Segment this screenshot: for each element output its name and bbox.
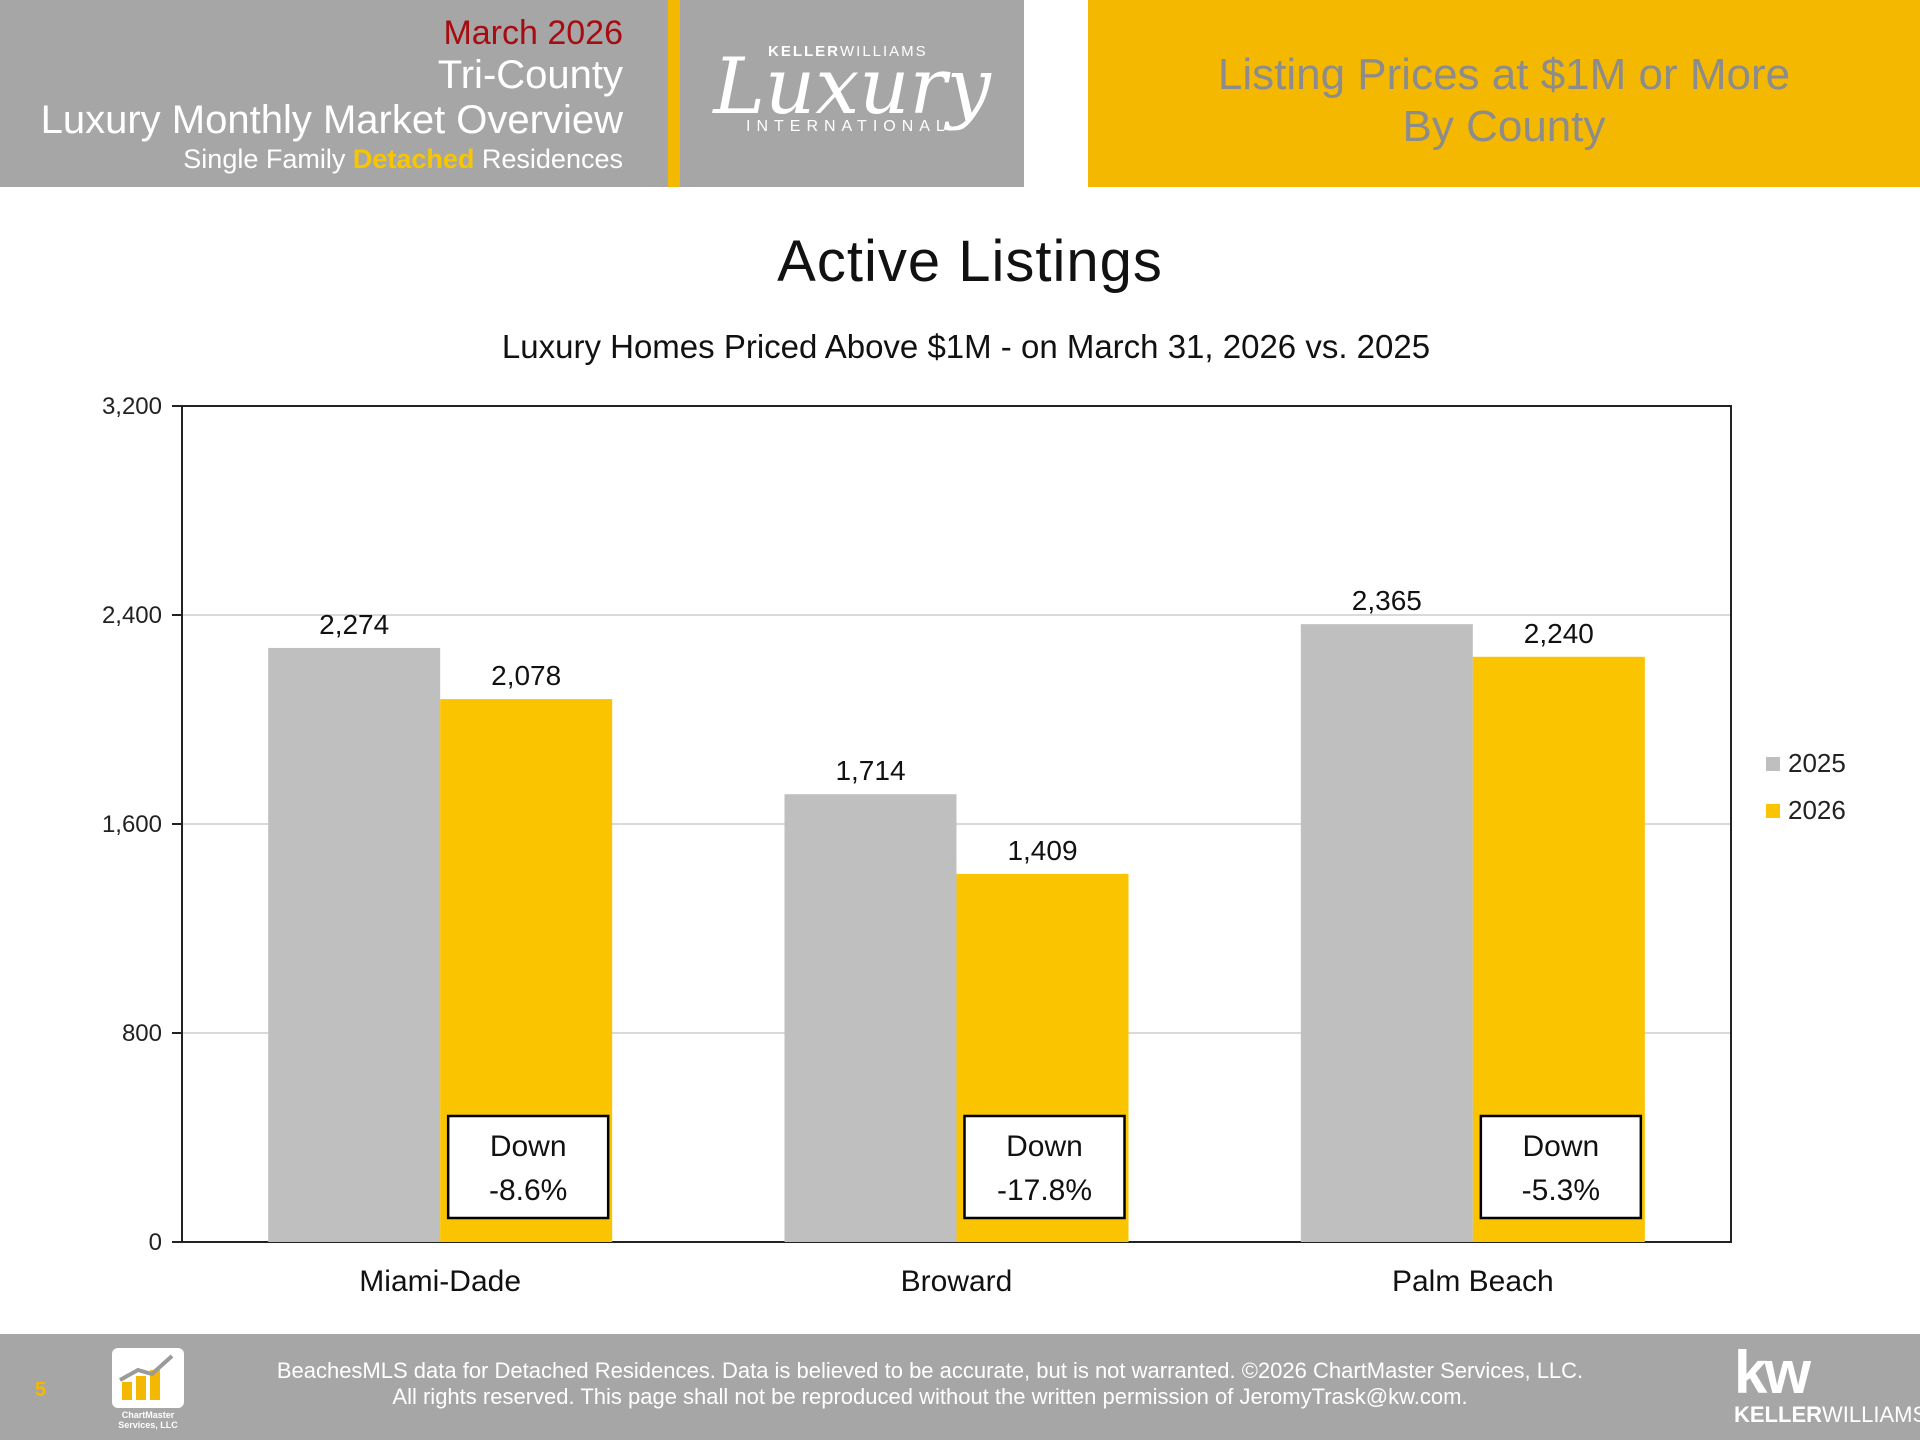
legend-item-2026: 2026 — [1766, 787, 1846, 834]
y-tick-label-3200: 3,200 — [102, 393, 162, 420]
data-label-2025-2: 2,365 — [1352, 585, 1422, 616]
bar-2025-1 — [784, 794, 957, 1242]
change-callout-box-0 — [446, 1114, 610, 1220]
change-callout-box-1 — [963, 1114, 1126, 1220]
change-callout-line1-1: Down — [1006, 1130, 1083, 1163]
chart-legend: 2025 2026 — [1766, 740, 1846, 834]
data-label-2025-0: 2,274 — [319, 609, 389, 640]
kw-luxury-logo: KELLERWILLIAMS Luxury INTERNATIONAL — [680, 0, 1024, 187]
header-right-panel: Listing Prices at $1M or More By County — [1088, 0, 1920, 187]
legend-label-2026: 2026 — [1788, 795, 1846, 825]
y-tick-label-2400: 2,400 — [102, 602, 162, 629]
kw-name-bold: KELLER — [1734, 1402, 1822, 1427]
x-category-label-0: Miami-Dade — [359, 1265, 521, 1298]
report-region: Tri-County — [437, 53, 623, 97]
chart-subtitle: Luxury Homes Priced Above $1M - on March… — [501, 328, 1431, 365]
page-number: 5 — [35, 1379, 47, 1401]
header-left-panel: March 2026 Tri-County Luxury Monthly Mar… — [0, 0, 668, 187]
kw-logo-mark: kw — [1734, 1339, 1811, 1406]
data-label-2026-1: 1,409 — [1007, 835, 1077, 866]
legend-label-2025: 2025 — [1788, 748, 1846, 778]
data-label-2026-0: 2,078 — [491, 660, 561, 691]
change-callout-line2-2: -5.3% — [1522, 1174, 1600, 1207]
bar-2025-2 — [1300, 624, 1473, 1242]
footer: 5 ChartMaster Services, LLC BeachesMLS d… — [0, 1334, 1920, 1440]
report-subtitle: Single Family Detached Residences — [183, 144, 623, 175]
logo-brand: KELLERWILLIAMS — [768, 43, 928, 60]
data-label-2025-1: 1,714 — [835, 755, 905, 786]
logo-brand-bold: KELLER — [768, 43, 840, 60]
logo-script: Luxury — [713, 42, 991, 132]
chartmaster-logo-icon — [112, 1348, 184, 1408]
data-label-2026-2: 2,240 — [1524, 618, 1594, 649]
report-date: March 2026 — [443, 14, 623, 52]
change-callout-line1-0: Down — [490, 1130, 567, 1163]
y-tick-label-800: 800 — [122, 1020, 162, 1047]
kw-name-rest: WILLIAMS. — [1822, 1402, 1920, 1427]
x-category-label-1: Broward — [901, 1265, 1013, 1298]
subtitle-highlight: Detached — [352, 144, 475, 174]
logo-international: INTERNATIONAL — [746, 118, 951, 135]
change-callout-box-2 — [1479, 1114, 1643, 1220]
subtitle-pre: Single Family — [183, 144, 353, 174]
header-gold-stripe — [668, 0, 680, 187]
bar-chart: 0 800 1,600 2,400 3,200 2,274 2,078 Miami-Dade D… — [102, 393, 1732, 1298]
disclaimer-line1: BeachesMLS data for Detached Residences.… — [276, 1358, 1584, 1383]
legend-item-2025: 2025 — [1766, 740, 1846, 787]
legend-swatch-2025 — [1766, 756, 1780, 771]
subtitle-post: Residences — [474, 144, 623, 174]
bar-2025-0 — [268, 647, 441, 1242]
report-title: Luxury Monthly Market Overview — [40, 98, 623, 142]
logo-brand-rest: WILLIAMS — [840, 43, 928, 60]
change-callout-line2-0: -8.6% — [489, 1174, 567, 1207]
legend-swatch-2026 — [1766, 803, 1780, 818]
section-title-line1: Listing Prices at $1M or More — [1217, 50, 1791, 99]
kw-logo-name: KELLERWILLIAMS. — [1734, 1402, 1920, 1428]
y-tick-label-1600: 1,600 — [102, 811, 162, 838]
change-callout-line2-1: -17.8% — [997, 1174, 1092, 1207]
chartmaster-logo-text: ChartMaster Services, LLC — [118, 1410, 178, 1430]
chartmaster-chart-icon — [119, 1354, 174, 1400]
chart-title: Active Listings — [777, 229, 1163, 294]
change-callout-line1-2: Down — [1522, 1130, 1599, 1163]
x-category-label-2: Palm Beach — [1392, 1265, 1554, 1298]
disclaimer-line2: All rights reserved. This page shall not… — [392, 1384, 1468, 1409]
y-tick-label-0: 0 — [149, 1229, 162, 1256]
section-title-line2: By County — [1402, 102, 1606, 151]
